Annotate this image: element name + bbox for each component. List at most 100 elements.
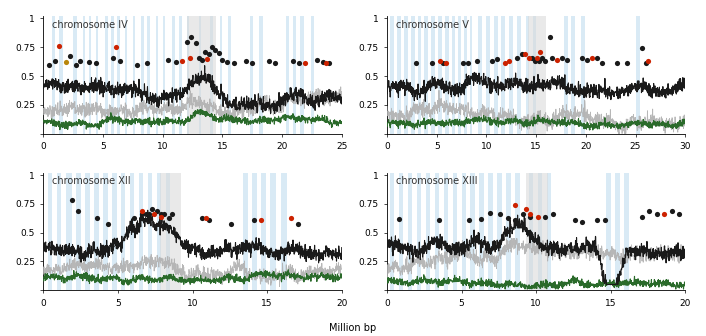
- Point: [193, 55, 204, 60]
- Bar: [139, 173, 143, 290]
- Bar: [293, 16, 297, 133]
- Point: [49, 58, 61, 64]
- Bar: [83, 16, 85, 133]
- Point: [222, 59, 233, 65]
- Point: [530, 58, 541, 64]
- Point: [512, 55, 523, 60]
- Bar: [59, 16, 63, 133]
- Point: [433, 217, 445, 223]
- Bar: [404, 16, 408, 133]
- Bar: [112, 173, 116, 290]
- Bar: [537, 173, 542, 290]
- Bar: [546, 173, 551, 290]
- Point: [534, 58, 545, 64]
- Point: [534, 49, 546, 54]
- Point: [651, 212, 662, 217]
- Point: [544, 34, 556, 40]
- Bar: [470, 173, 475, 290]
- Point: [462, 61, 473, 66]
- Bar: [210, 16, 213, 133]
- Point: [128, 215, 140, 220]
- Bar: [417, 173, 421, 290]
- Bar: [526, 173, 548, 290]
- Point: [426, 61, 438, 66]
- Bar: [57, 173, 61, 290]
- Bar: [121, 173, 126, 290]
- Bar: [635, 16, 640, 133]
- Bar: [105, 16, 108, 133]
- Point: [393, 216, 405, 222]
- Bar: [564, 16, 568, 133]
- Point: [61, 59, 72, 65]
- Point: [144, 212, 155, 217]
- Bar: [311, 16, 314, 133]
- Point: [293, 61, 304, 66]
- Bar: [270, 173, 276, 290]
- Bar: [250, 16, 253, 133]
- Point: [491, 56, 503, 61]
- Point: [44, 62, 55, 67]
- Bar: [157, 173, 161, 290]
- Point: [203, 217, 215, 223]
- Bar: [103, 173, 107, 290]
- Point: [299, 61, 311, 66]
- Point: [537, 55, 548, 60]
- Point: [500, 61, 511, 66]
- Point: [484, 210, 496, 216]
- Point: [70, 62, 81, 67]
- Point: [636, 46, 647, 51]
- Point: [102, 221, 113, 226]
- Point: [162, 57, 173, 62]
- Point: [321, 61, 332, 66]
- Point: [510, 217, 521, 223]
- Bar: [533, 16, 536, 133]
- Bar: [48, 173, 52, 290]
- Point: [131, 62, 142, 67]
- Point: [539, 58, 551, 64]
- Point: [510, 202, 521, 208]
- Bar: [300, 16, 304, 133]
- Bar: [489, 173, 493, 290]
- Point: [72, 208, 83, 214]
- Point: [155, 214, 167, 219]
- Point: [546, 55, 558, 60]
- Bar: [66, 173, 72, 290]
- Point: [196, 215, 207, 220]
- Bar: [528, 16, 546, 133]
- Bar: [148, 16, 150, 133]
- Bar: [431, 16, 435, 133]
- Point: [517, 51, 528, 57]
- Point: [199, 49, 210, 54]
- Bar: [501, 16, 505, 133]
- Bar: [529, 173, 533, 290]
- Point: [440, 61, 451, 66]
- Point: [293, 221, 304, 226]
- Point: [181, 39, 192, 44]
- Point: [666, 208, 678, 214]
- Point: [547, 212, 558, 217]
- Bar: [509, 16, 513, 133]
- Bar: [252, 173, 257, 290]
- Bar: [124, 16, 127, 133]
- Bar: [179, 16, 182, 133]
- Text: chromosome XII: chromosome XII: [52, 176, 131, 186]
- Point: [92, 215, 103, 220]
- Point: [285, 215, 297, 220]
- Point: [186, 34, 197, 40]
- Bar: [117, 16, 120, 133]
- Bar: [506, 173, 510, 290]
- Point: [569, 217, 580, 223]
- Point: [539, 214, 551, 219]
- Bar: [141, 16, 144, 133]
- Bar: [172, 16, 174, 133]
- Bar: [581, 16, 585, 133]
- Point: [434, 58, 445, 64]
- Point: [527, 55, 538, 60]
- Point: [229, 61, 240, 66]
- Point: [287, 58, 299, 64]
- Bar: [155, 16, 158, 133]
- Bar: [112, 16, 114, 133]
- Bar: [411, 16, 415, 133]
- Point: [90, 61, 102, 66]
- Point: [166, 212, 177, 217]
